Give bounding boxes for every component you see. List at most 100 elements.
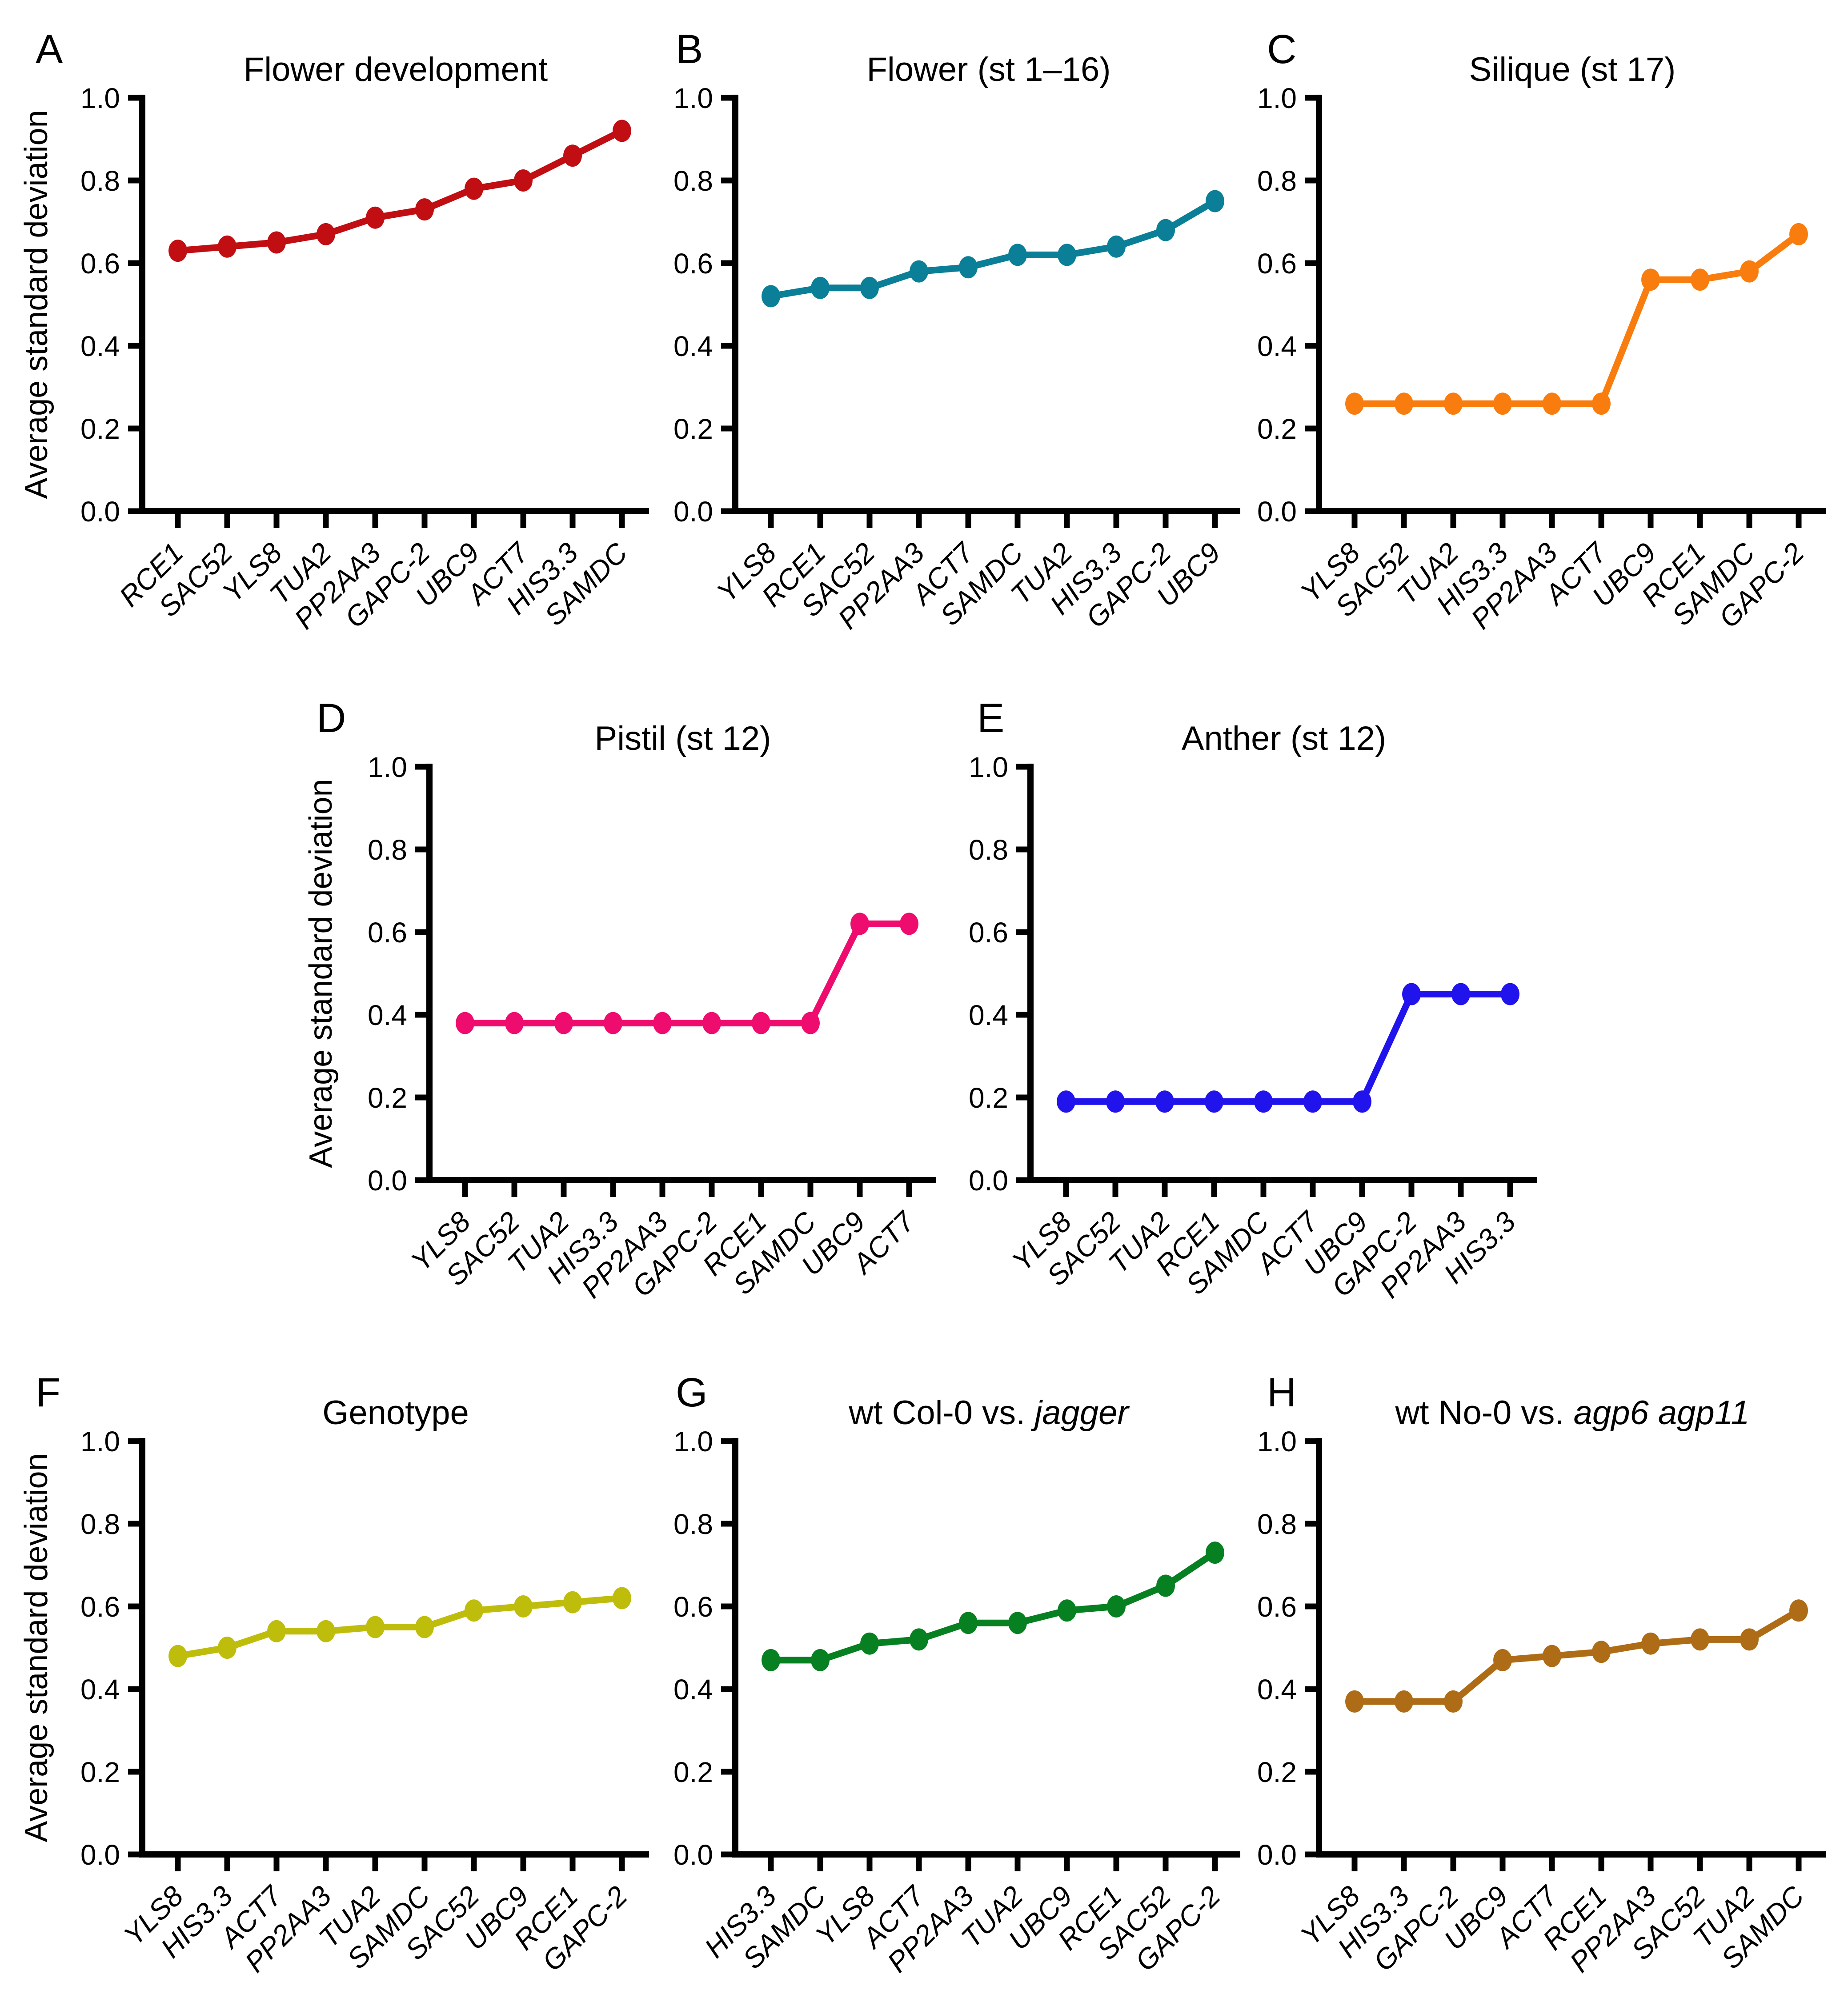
y-tick-label: 0.4 — [673, 1674, 713, 1706]
title-segment: Flower development — [244, 51, 548, 88]
panel-F-letter: F — [36, 1370, 60, 1415]
data-point — [762, 285, 780, 308]
data-point — [1641, 1632, 1660, 1655]
y-tick-label: 0.0 — [80, 496, 120, 528]
data-point — [218, 235, 237, 258]
title-segment: Anther (st 12) — [1182, 720, 1386, 757]
data-point — [653, 1012, 672, 1034]
panel-C: C Silique (st 17) 0.0 0.2 0.4 0.6 0.8 1.0 YLS8 SA… — [1240, 0, 1848, 667]
panel-A-chart: A Flower development Average standard devi… — [19, 27, 649, 635]
data-point — [1789, 1599, 1808, 1622]
panel-C-title: Silique (st 17) — [1469, 51, 1676, 88]
data-point — [1206, 190, 1224, 212]
title-segment: wt No-0 vs. — [1395, 1394, 1573, 1432]
y-tick-label: 0.8 — [368, 834, 407, 866]
data-point — [860, 1632, 879, 1655]
data-point — [1206, 1542, 1224, 1564]
panel-F: F Genotype Average standard deviation 0.0 0.… — [0, 1343, 649, 2010]
data-point — [563, 1591, 582, 1614]
data-point — [900, 913, 918, 935]
title-segment: Genotype — [322, 1394, 469, 1432]
data-point — [1345, 392, 1364, 415]
data-point — [1493, 1649, 1512, 1671]
data-point — [762, 1649, 780, 1671]
data-point — [1058, 244, 1076, 266]
panel-D-chart: D Pistil (st 12) Average standard deviatio… — [303, 696, 936, 1304]
panel-F-chart: F Genotype Average standard deviation 0.0 0.… — [19, 1370, 649, 1978]
data-point — [168, 240, 187, 262]
data-point — [1254, 1090, 1273, 1113]
series-line — [174, 127, 625, 254]
data-point — [514, 169, 533, 192]
panel-C-letter: C — [1267, 27, 1296, 72]
data-point — [1156, 219, 1175, 241]
panel-B-chart: B Flower (st 1–16)0.00.20.40.60.81.0YLS8R… — [673, 27, 1240, 635]
data-point — [613, 120, 631, 142]
data-point — [1155, 1090, 1174, 1113]
series-line — [767, 1549, 1219, 1664]
data-point — [317, 223, 335, 245]
y-axis-label: Average standard deviation — [19, 1453, 54, 1842]
y-tick-label: 0.4 — [80, 1674, 120, 1706]
data-point — [465, 1599, 483, 1622]
title-segment: jagger — [1030, 1394, 1130, 1432]
y-tick-label: 0.6 — [673, 1591, 713, 1623]
y-axis-label: Average standard deviation — [303, 779, 339, 1168]
y-tick-label: 0.8 — [80, 165, 120, 197]
data-point — [1107, 235, 1126, 258]
y-tick-label: 0.0 — [1257, 1839, 1297, 1871]
data-point — [1402, 983, 1421, 1005]
data-point — [910, 1628, 928, 1651]
y-tick-label: 0.0 — [673, 1839, 713, 1871]
data-point — [1691, 1628, 1709, 1651]
data-point — [168, 1645, 187, 1667]
y-tick-label: 0.0 — [1257, 496, 1297, 528]
title-segment: Pistil (st 12) — [595, 720, 771, 757]
data-point — [752, 1012, 770, 1034]
y-tick-label: 0.6 — [1257, 1591, 1297, 1623]
data-point — [1592, 1641, 1611, 1663]
y-tick-label: 1.0 — [673, 1425, 713, 1457]
data-point — [267, 1620, 286, 1642]
data-point — [465, 177, 483, 200]
data-point — [1303, 1090, 1322, 1113]
data-point — [554, 1012, 573, 1034]
series-line — [1351, 231, 1802, 407]
data-point — [1345, 1690, 1364, 1713]
y-tick-label: 0.8 — [673, 165, 713, 197]
y-tick-label: 0.2 — [1257, 413, 1297, 445]
y-tick-label: 0.2 — [969, 1082, 1008, 1114]
panel-D-title: Pistil (st 12) — [595, 720, 771, 757]
y-axis-label: Average standard deviation — [19, 110, 54, 499]
y-tick-label: 0.0 — [80, 1839, 120, 1871]
y-tick-label: 0.4 — [1257, 1674, 1297, 1706]
data-point — [1444, 392, 1463, 415]
panel-F-title: Genotype — [322, 1394, 469, 1432]
series-line — [461, 920, 913, 1027]
panel-B-title: Flower (st 1–16) — [866, 51, 1110, 88]
data-point — [1008, 1612, 1027, 1634]
data-point — [811, 276, 830, 299]
data-point — [860, 276, 879, 299]
panel-E-title: Anther (st 12) — [1182, 720, 1386, 757]
y-tick-label: 1.0 — [969, 751, 1008, 783]
title-segment: Flower (st 1–16) — [866, 51, 1110, 88]
y-tick-label: 0.6 — [673, 248, 713, 280]
y-tick-label: 0.6 — [368, 917, 407, 949]
data-point — [1395, 392, 1413, 415]
data-point — [366, 206, 385, 229]
data-point — [267, 231, 286, 254]
data-point — [563, 144, 582, 167]
series-line — [1062, 991, 1514, 1105]
y-tick-label: 0.2 — [80, 413, 120, 445]
title-segment: agp6 agp11 — [1574, 1394, 1750, 1432]
data-point — [702, 1012, 721, 1034]
data-point — [1395, 1690, 1413, 1713]
y-tick-label: 1.0 — [368, 751, 407, 783]
data-point — [801, 1012, 820, 1034]
panel-E: E Anther (st 12) 0.0 0.2 0.4 0.6 0.8 1.0 YLS8 SAC… — [951, 669, 1587, 1345]
data-point — [1789, 223, 1808, 245]
y-tick-label: 0.8 — [1257, 165, 1297, 197]
